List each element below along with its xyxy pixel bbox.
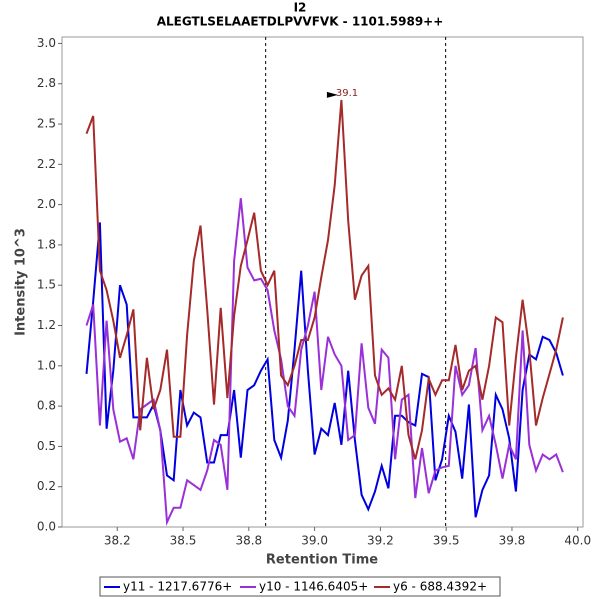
x-tick-label: 38.2 bbox=[104, 534, 131, 548]
legend-label: y10 - 1146.6405+ bbox=[259, 580, 368, 594]
y-tick-label: 2.5 bbox=[37, 117, 56, 131]
y-tick-label: 1.8 bbox=[37, 237, 56, 251]
series-line bbox=[85, 99, 564, 460]
y-tick-label: 1.0 bbox=[37, 358, 56, 372]
x-tick-label: 39.2 bbox=[367, 534, 394, 548]
x-tick-label: 40.0 bbox=[564, 534, 591, 548]
x-tick-label: 39.8 bbox=[499, 534, 526, 548]
y-axis-label: Intensity 10^3 bbox=[14, 228, 29, 336]
chart-title: I2 bbox=[294, 1, 307, 15]
y-tick-label: 0.8 bbox=[37, 399, 56, 413]
plot-frame bbox=[61, 36, 584, 528]
y-tick-label: 0.2 bbox=[37, 479, 56, 493]
y-tick-label: 2.0 bbox=[37, 197, 56, 211]
y-tick-label: 2.8 bbox=[37, 76, 56, 90]
y-tick-label: 1.2 bbox=[37, 318, 56, 332]
annotation-arrow bbox=[326, 91, 338, 98]
x-axis-label: Retention Time bbox=[266, 553, 378, 568]
y-tick-label: 0.5 bbox=[37, 439, 56, 453]
series-line bbox=[85, 198, 564, 527]
x-tick-label: 39.5 bbox=[433, 534, 460, 548]
chart-subtitle: ALEGTLSELAAETDLPVVFVK - 1101.5989++ bbox=[157, 15, 444, 29]
x-tick-label: 38.8 bbox=[235, 534, 262, 548]
series-line bbox=[85, 222, 564, 518]
legend-label: y6 - 688.4392+ bbox=[393, 580, 487, 594]
legend-label: y11 - 1217.6776+ bbox=[123, 580, 232, 594]
legend-box bbox=[99, 576, 501, 597]
x-tick-label: 38.5 bbox=[170, 534, 197, 548]
y-tick-label: 2.2 bbox=[37, 157, 56, 171]
y-tick-label: 1.5 bbox=[37, 278, 56, 292]
y-tick-label: 0.0 bbox=[37, 520, 56, 534]
x-tick-label: 39.0 bbox=[301, 534, 328, 548]
annotation-label: 39.1 bbox=[336, 88, 358, 99]
y-tick-label: 3.0 bbox=[37, 36, 56, 50]
